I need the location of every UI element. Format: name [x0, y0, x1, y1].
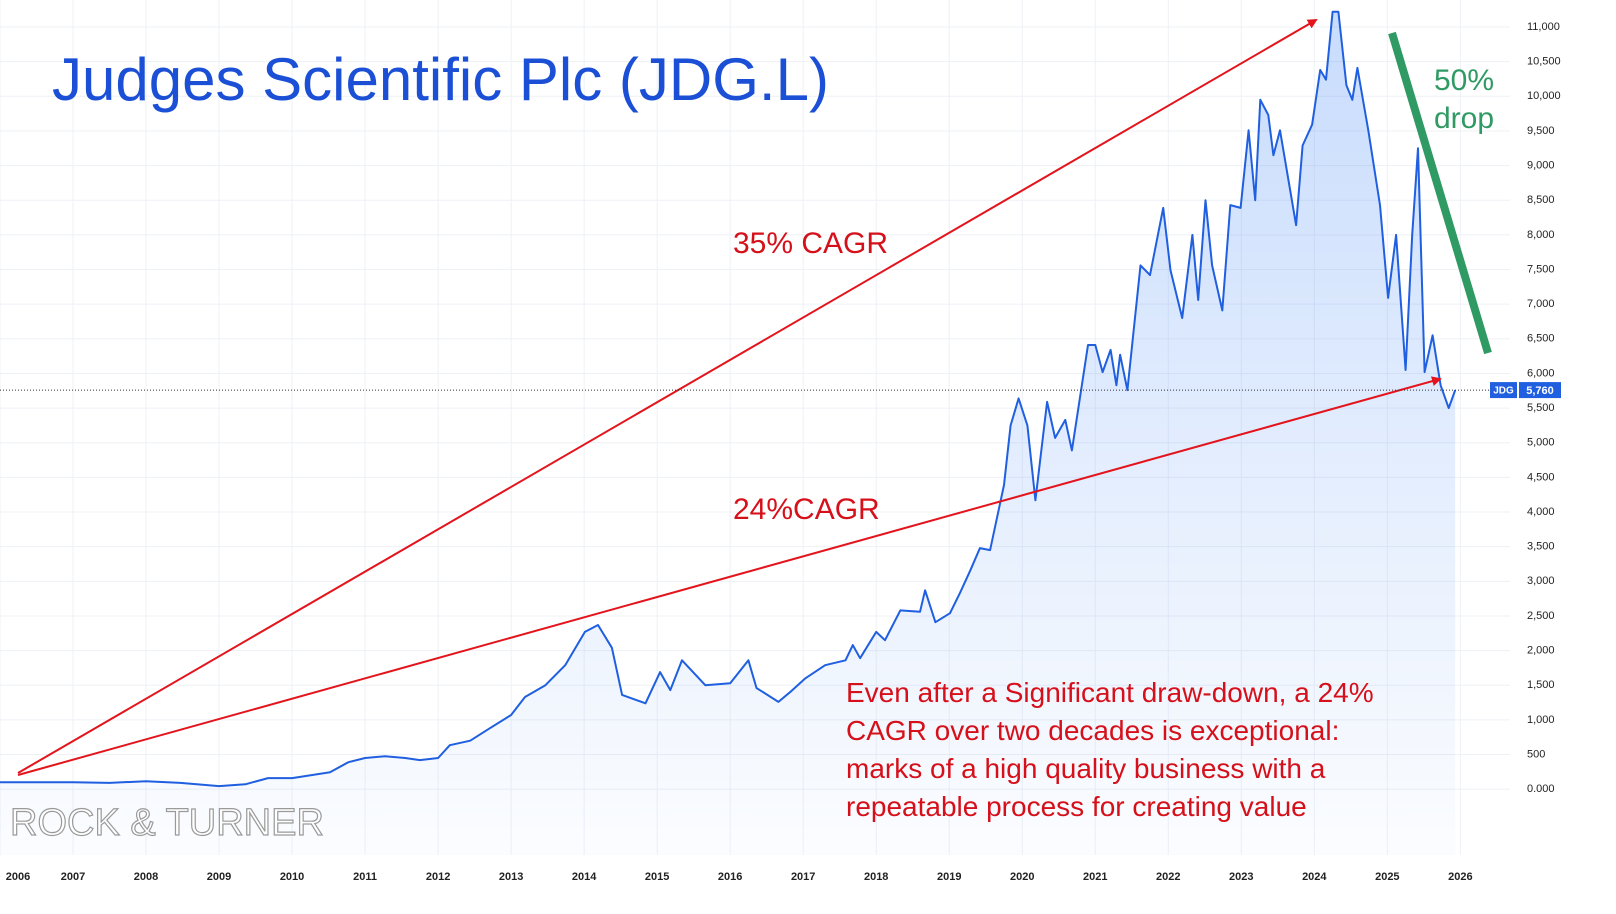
x-tick-label: 2007	[61, 871, 85, 883]
note: marks of a high quality business with a	[846, 753, 1326, 784]
y-tick-label: 2,000	[1527, 645, 1555, 657]
x-tick-label: 2024	[1302, 871, 1327, 883]
y-tick-label: 4,000	[1527, 506, 1555, 518]
x-tick-label: 2022	[1156, 871, 1180, 883]
x-tick-label: 2020	[1010, 871, 1034, 883]
x-tick-label: 2006	[6, 871, 30, 883]
y-tick-label: 5,500	[1527, 402, 1555, 414]
y-tick-label: 7,000	[1527, 298, 1555, 310]
y-tick-label: 7,500	[1527, 263, 1555, 275]
x-tick-label: 2008	[134, 871, 158, 883]
x-tick-label: 2021	[1083, 871, 1107, 883]
y-tick-label: 5,000	[1527, 437, 1555, 449]
x-tick-label: 2018	[864, 871, 888, 883]
price-badge	[1519, 382, 1561, 399]
price-value-label: 5,760	[1526, 385, 1554, 397]
x-tick-label: 2015	[645, 871, 669, 883]
y-tick-label: 8,000	[1527, 229, 1555, 241]
drop-line	[1388, 31, 1492, 355]
x-tick-label: 2011	[353, 871, 377, 883]
plot-layer	[0, 10, 1457, 856]
x-tick-label: 2010	[280, 871, 304, 883]
annotation: 24%CAGR	[733, 493, 880, 526]
y-tick-label: 0.000	[1527, 783, 1555, 795]
y-tick-label: 6,000	[1527, 367, 1555, 379]
x-tick-label: 2014	[572, 871, 597, 883]
x-tick-label: 2025	[1375, 871, 1399, 883]
cagr-arrow	[17, 376, 1442, 776]
y-tick-label: 3,000	[1527, 575, 1555, 587]
price-line	[0, 10, 1457, 788]
symbol-label: JDG	[1493, 386, 1514, 397]
y-tick-label: 10,500	[1527, 56, 1561, 68]
y-tick-label: 9,500	[1527, 125, 1555, 137]
price-area	[0, 11, 1456, 856]
y-tick-label: 10,000	[1527, 90, 1561, 102]
cagr-arrow	[17, 18, 1318, 774]
x-tick-label: 2017	[791, 871, 815, 883]
symbol-badge	[1490, 382, 1517, 399]
annotation: drop	[1434, 102, 1494, 135]
x-tick-label: 2019	[937, 871, 961, 883]
y-tick-label: 9,000	[1527, 160, 1555, 172]
chart-title: Judges Scientific Plc (JDG.L)	[52, 46, 829, 113]
y-tick-label: 11,000	[1527, 21, 1560, 33]
x-tick-label: 2009	[207, 871, 231, 883]
y-tick-label: 2,500	[1527, 610, 1555, 622]
x-tick-label: 2012	[426, 871, 450, 883]
x-tick-label: 2026	[1448, 871, 1472, 883]
x-tick-label: 2023	[1229, 871, 1253, 883]
y-tick-label: 3,500	[1527, 541, 1555, 553]
x-tick-label: 2016	[718, 871, 742, 883]
y-tick-label: 1,500	[1527, 679, 1555, 691]
y-tick-label: 8,500	[1527, 194, 1555, 206]
y-tick-label: 1,000	[1527, 714, 1555, 726]
y-tick-label: 6,500	[1527, 333, 1555, 345]
y-tick-label: 4,500	[1527, 471, 1555, 483]
annotation: 50%	[1434, 64, 1494, 97]
y-tick-label: 500	[1527, 748, 1545, 760]
annotation: 35% CAGR	[733, 227, 888, 260]
note: repeatable process for creating value	[846, 791, 1307, 822]
x-tick-label: 2013	[499, 871, 523, 883]
watermark: ROCK & TURNER	[10, 802, 324, 844]
note: CAGR over two decades is exceptional:	[846, 715, 1339, 746]
note: Even after a Significant draw-down, a 24…	[846, 677, 1374, 708]
